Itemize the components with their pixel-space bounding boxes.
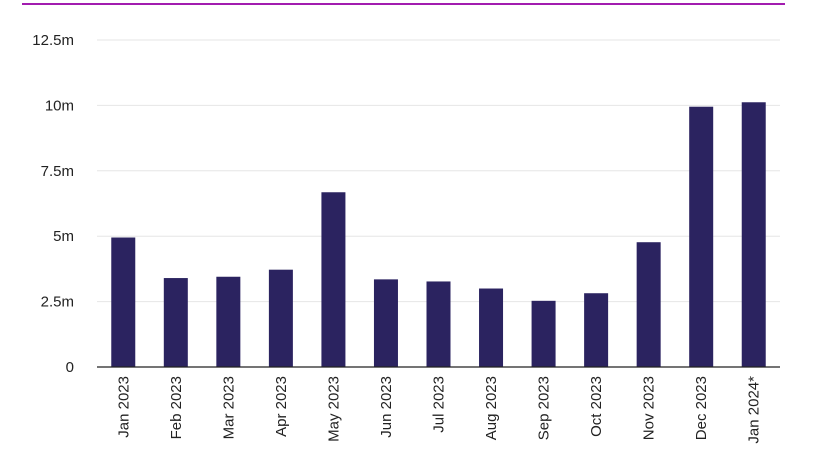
x-tick-label: Feb 2023 (168, 376, 185, 439)
bar (111, 237, 136, 367)
bar (689, 106, 714, 367)
y-tick-label: 7.5m (41, 163, 74, 180)
x-tick-label: Jan 2024* (746, 376, 763, 444)
x-tick-label: Mar 2023 (220, 376, 237, 439)
y-tick-label: 10m (45, 97, 74, 114)
bar (321, 192, 346, 367)
bar (741, 102, 766, 367)
x-tick-label: Jul 2023 (431, 376, 448, 433)
x-tick-label: Aug 2023 (483, 376, 500, 440)
bar (479, 288, 504, 367)
y-tick-label: 0 (66, 359, 74, 376)
y-tick-label: 5m (53, 228, 74, 245)
bar (636, 242, 661, 367)
bar (216, 276, 241, 367)
x-tick-label: Jan 2023 (115, 376, 132, 438)
y-tick-label: 2.5m (41, 294, 74, 311)
bar (426, 281, 451, 367)
x-tick-label: Dec 2023 (693, 376, 710, 440)
x-tick-label: Sep 2023 (536, 376, 553, 440)
x-tick-label: Oct 2023 (588, 376, 605, 437)
x-tick-label: Jun 2023 (378, 376, 395, 438)
y-axis-ticks: 0 2.5m 5m 7.5m 10m 12.5m (32, 32, 74, 376)
x-axis-labels: Jan 2023 Feb 2023 Mar 2023 Apr 2023 May 2023… (115, 376, 762, 444)
bars (111, 102, 766, 367)
bar (373, 279, 398, 367)
bar (531, 300, 556, 367)
y-tick-label: 12.5m (32, 32, 74, 49)
x-tick-label: Apr 2023 (273, 376, 290, 437)
bar (268, 269, 293, 367)
x-tick-label: May 2023 (325, 376, 342, 442)
bar (163, 278, 188, 367)
top-accent-rule (22, 3, 785, 5)
bar (584, 293, 609, 367)
x-tick-label: Nov 2023 (641, 376, 658, 440)
gridlines (97, 39, 780, 303)
